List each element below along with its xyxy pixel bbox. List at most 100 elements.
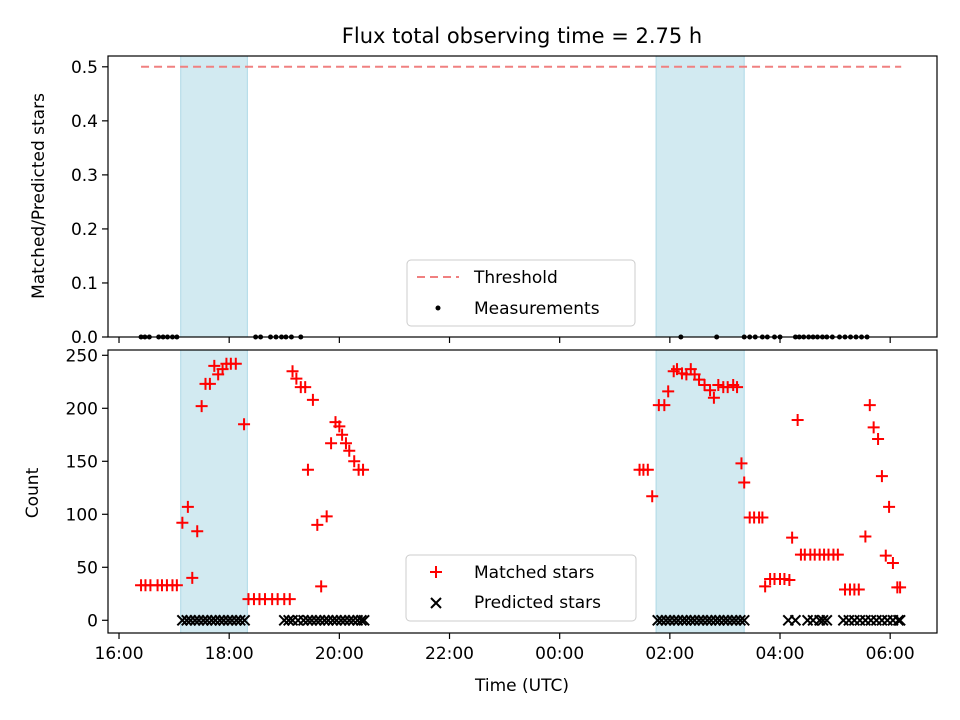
predicted-star-point <box>660 614 672 626</box>
predicted-star-point <box>865 614 877 626</box>
matched-star-point <box>311 518 324 531</box>
bottom-y-axis-label: Count <box>23 467 43 518</box>
bottom-xtick-label: 02:00 <box>645 644 694 664</box>
bottom-legend-frame <box>405 554 637 622</box>
predicted-star-point <box>705 614 717 626</box>
predicted-star-point <box>197 614 210 626</box>
predicted-star-point <box>881 614 894 626</box>
matched-star-point <box>783 574 796 587</box>
matched-star-point <box>738 476 751 489</box>
predicted-star-point <box>789 614 802 626</box>
matched-star-point <box>731 381 744 394</box>
predicted-star-point <box>680 614 693 626</box>
predicted-star-point <box>181 614 193 626</box>
predicted-star-point <box>310 614 322 626</box>
bottom-xtick-label: 18:00 <box>205 644 254 664</box>
top-ytick-label: 0.5 <box>71 58 98 78</box>
matched-star-point <box>879 549 892 562</box>
predicted-star-point <box>837 614 850 626</box>
matched-star-point <box>186 571 199 584</box>
predicted-star-point <box>668 614 680 626</box>
matched-star-point <box>315 580 328 593</box>
matched-star-point <box>320 510 333 523</box>
predicted-star-point <box>876 614 888 626</box>
matched-star-point <box>336 428 349 441</box>
matched-star-point <box>875 470 888 483</box>
bottom-xtick-label: 04:00 <box>756 644 805 664</box>
matched-star-point <box>759 580 772 593</box>
shaded-interval <box>180 349 248 634</box>
bottom-xtick-label: 22:00 <box>425 644 474 664</box>
matched-star-point <box>170 579 183 592</box>
predicted-star-point <box>335 614 347 626</box>
legend-threshold-label: Threshold <box>473 268 558 288</box>
predicted-star-point <box>193 614 205 626</box>
matched-star-point <box>641 463 654 476</box>
predicted-star-point <box>655 614 668 626</box>
predicted-star-point <box>730 614 742 626</box>
matched-star-point <box>863 399 876 412</box>
bottom-ytick-label: 100 <box>66 505 98 525</box>
predicted-star-point <box>347 614 359 626</box>
bottom-ytick-label: 200 <box>66 399 98 419</box>
predicted-star-point <box>843 614 855 626</box>
predicted-star-point <box>189 614 201 626</box>
predicted-star-point <box>230 614 243 626</box>
predicted-star-point <box>697 614 709 626</box>
predicted-star-point <box>201 614 213 626</box>
predicted-star-point <box>184 614 197 626</box>
matched-star-point <box>333 420 346 433</box>
matched-star-point <box>301 463 314 476</box>
predicted-star-point <box>817 614 829 626</box>
predicted-star-point <box>685 614 697 626</box>
matched-star-point <box>208 359 221 372</box>
predicted-star-point <box>343 614 355 626</box>
matched-star-point <box>339 437 352 450</box>
predicted-star-point <box>358 614 370 626</box>
matched-star-point <box>883 500 896 513</box>
top-ytick-label: 0.2 <box>71 220 98 240</box>
predicted-star-point <box>721 614 734 626</box>
legend-matched-label: Matched stars <box>474 563 594 583</box>
matched-star-point <box>786 531 799 544</box>
legend-predicted-label: Predicted stars <box>474 593 601 613</box>
legend-matched-swatch <box>430 566 442 578</box>
predicted-star-point <box>217 614 230 626</box>
bottom-ytick-label: 250 <box>66 346 98 366</box>
predicted-star-point <box>848 614 861 626</box>
predicted-star-point <box>306 614 318 626</box>
chart-title: Flux total observing time = 2.75 h <box>342 24 702 48</box>
predicted-star-point <box>314 614 326 626</box>
matched-star-point <box>238 418 251 431</box>
matched-star-point <box>290 372 303 385</box>
predicted-star-point <box>176 614 189 626</box>
top-ytick-label: 0.3 <box>71 166 98 186</box>
predicted-star-point <box>322 614 335 626</box>
predicted-star-point <box>693 614 705 626</box>
predicted-star-point <box>672 614 684 626</box>
matched-star-point <box>872 433 885 446</box>
matched-star-point <box>357 463 370 476</box>
legend-measurements-label: Measurements <box>474 299 600 319</box>
bottom-ytick-label: 0 <box>87 611 98 631</box>
top-ytick-label: 0.0 <box>71 328 98 348</box>
matched-star-point <box>735 457 748 470</box>
predicted-star-point <box>892 614 905 626</box>
shaded-interval <box>655 349 745 634</box>
predicted-star-point <box>726 614 738 626</box>
top-y-axis-label: Matched/Predicted stars <box>29 93 49 299</box>
matched-star-point <box>343 444 356 457</box>
top-panel-frame <box>107 55 938 338</box>
predicted-star-point <box>676 614 689 626</box>
x-axis-label: Time (UTC) <box>474 676 569 696</box>
predicted-star-point <box>209 614 222 626</box>
predicted-star-point <box>894 614 906 626</box>
predicted-star-point <box>214 614 226 626</box>
predicted-star-point <box>238 614 251 626</box>
matched-star-point <box>859 530 872 543</box>
predicted-star-point <box>709 614 722 626</box>
matched-star-point <box>693 373 706 386</box>
matched-star-point <box>791 413 804 426</box>
top-panel: 0.0 0.1 0.2 0.3 0.4 0.5 Threshold Measurement… <box>71 55 938 348</box>
